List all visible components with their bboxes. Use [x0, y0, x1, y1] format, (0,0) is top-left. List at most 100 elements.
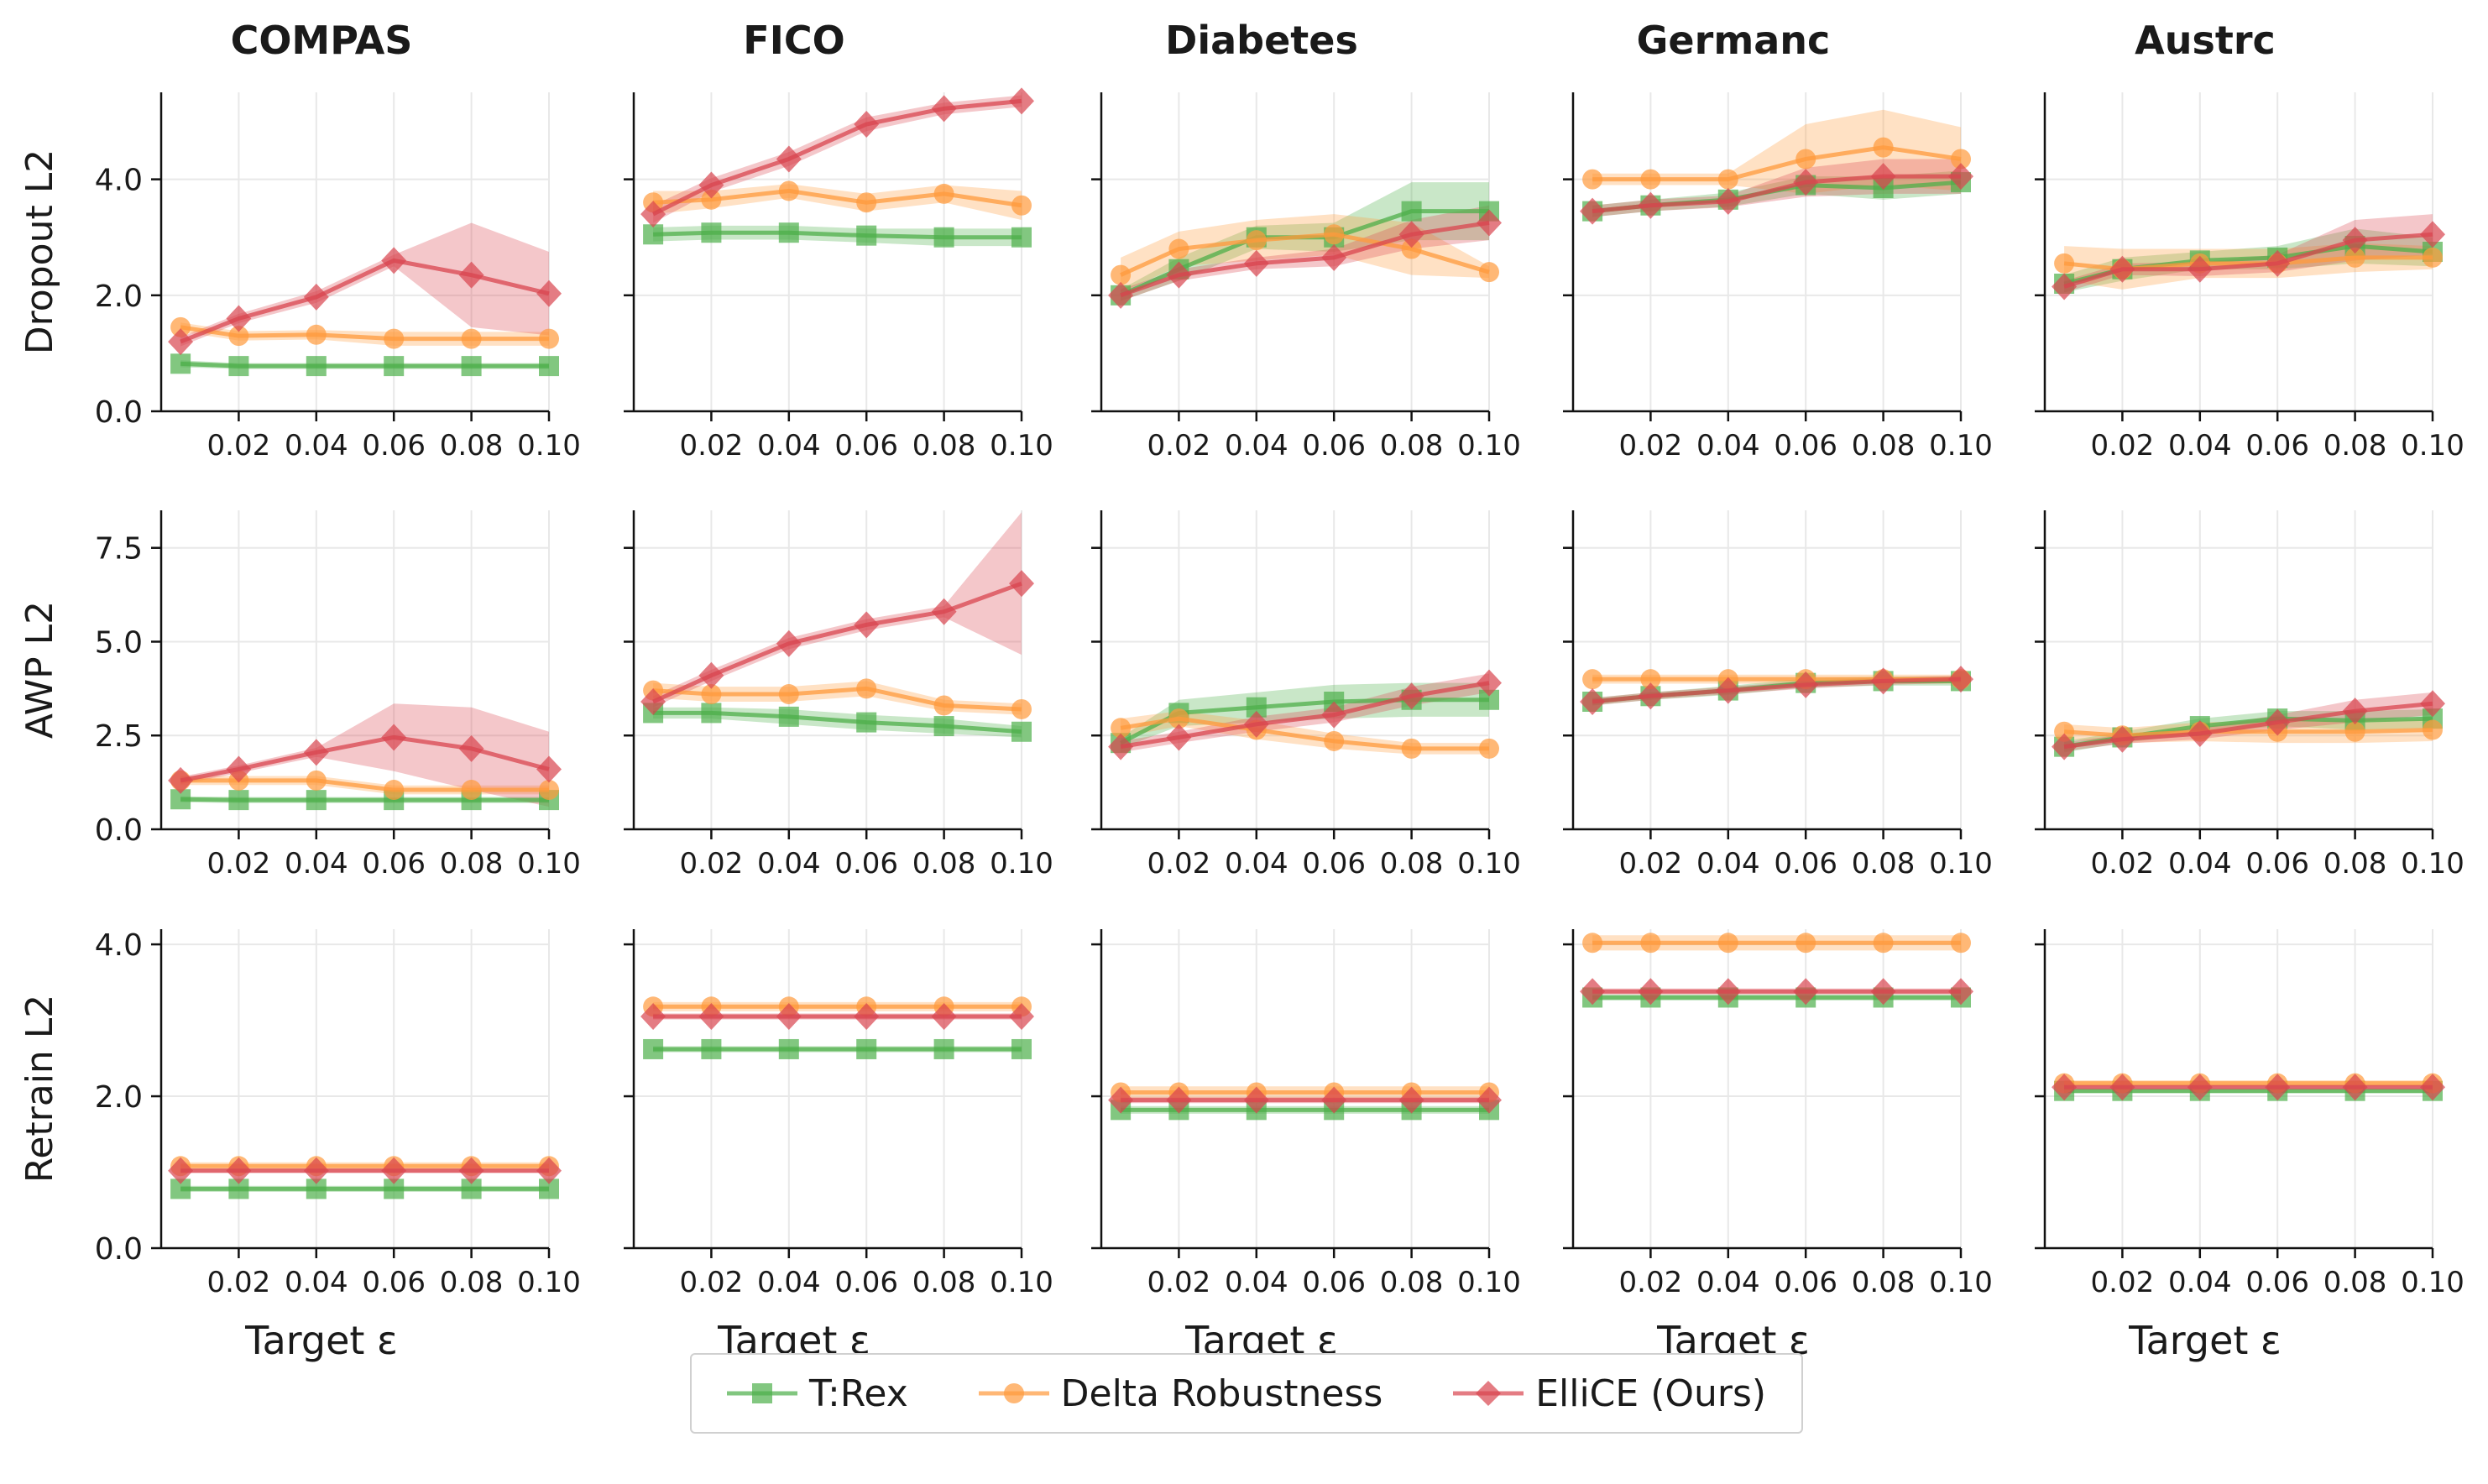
x-tick-label: 0.02 — [1147, 847, 1211, 880]
ellice-point — [1638, 682, 1664, 710]
delta-point — [778, 684, 799, 705]
y-tick-label: 0.0 — [95, 1232, 143, 1267]
delta-point — [1717, 933, 1738, 954]
trex-point — [933, 716, 954, 737]
delta-point — [2423, 719, 2443, 740]
delta-point — [1640, 669, 1661, 690]
x-tick-label: 0.02 — [207, 847, 271, 880]
delta-point — [1795, 933, 1816, 954]
x-tick-label: 0.04 — [757, 847, 821, 880]
ellice-point — [2420, 690, 2445, 718]
ellice-point — [698, 171, 724, 199]
ellice-point — [168, 1157, 194, 1184]
delta-point — [2054, 253, 2075, 274]
x-tick-label: 0.10 — [517, 847, 581, 880]
x-tick-label: 0.02 — [207, 429, 271, 462]
ellice-point — [1398, 1086, 1424, 1114]
x-tick-label: 0.02 — [1147, 429, 1211, 462]
ellice-line — [1120, 220, 1490, 298]
x-tick-label: 0.04 — [1225, 429, 1288, 462]
trex-point — [1011, 721, 1032, 742]
ellice-point — [1715, 187, 1741, 215]
y-tick-label: 2.0 — [95, 280, 143, 314]
trex-point — [856, 225, 877, 246]
ellice-band — [180, 703, 549, 807]
delta-point — [1640, 933, 1661, 954]
x-tick-label: 0.02 — [2091, 847, 2155, 880]
delta-point — [384, 780, 405, 801]
panel-fico-2: 0.02 0.04 0.06 0.08 0.10 — [624, 510, 1053, 880]
ellice-point — [1321, 701, 1347, 729]
x-tick-label: 0.04 — [757, 1266, 821, 1299]
x-tick-label: 0.06 — [362, 1266, 426, 1299]
delta-point — [539, 328, 559, 349]
panel-diabetes-2: 0.02 0.04 0.06 0.08 0.10 — [1091, 510, 1521, 880]
ellice-point — [536, 280, 562, 307]
trex-point — [461, 356, 482, 377]
x-tick-label: 0.04 — [1696, 847, 1760, 880]
x-tick-label: 0.06 — [2245, 847, 2309, 880]
trex-point — [933, 1038, 954, 1059]
ellice-point — [776, 630, 802, 657]
panel-fico-1: 0.02 0.04 0.06 0.08 0.10 FICO — [624, 18, 1053, 462]
ellice-point — [854, 1003, 880, 1031]
trex-point — [856, 1038, 877, 1059]
y-tick-label: 5.0 — [95, 625, 143, 660]
trex-point — [701, 1038, 722, 1059]
x-tick-label: 0.04 — [285, 847, 348, 880]
delta-point — [1873, 137, 1894, 158]
trex-point — [1401, 201, 1422, 222]
ellice-point — [1009, 1003, 1034, 1031]
x-tick-label: 0.06 — [1774, 847, 1837, 880]
x-tick-label: 0.08 — [912, 1266, 976, 1299]
ellice-point — [2109, 255, 2135, 283]
x-axis-label: Target ε — [244, 1318, 398, 1363]
x-tick-label: 0.04 — [285, 429, 348, 462]
panel-austrc-2: 0.02 0.04 0.06 0.08 0.10 — [2035, 510, 2464, 880]
ellice-point — [1398, 221, 1424, 248]
y-tick-label: 0.0 — [95, 813, 143, 848]
x-tick-label: 0.08 — [1852, 429, 1916, 462]
delta-point — [856, 678, 877, 699]
y-axis-label: Retrain L2 — [18, 995, 61, 1184]
ellice-point — [381, 247, 407, 274]
ellice-band — [2064, 214, 2433, 293]
delta-point — [384, 328, 405, 349]
ellice-point — [1870, 667, 1896, 695]
x-tick-label: 0.06 — [362, 847, 426, 880]
delta-point — [1401, 738, 1422, 759]
ellice-point — [458, 1157, 484, 1184]
ellice-line — [651, 98, 1022, 217]
delta-point — [1582, 669, 1603, 690]
x-tick-label: 0.10 — [990, 847, 1053, 880]
delta-point — [1795, 149, 1816, 170]
ellice-point — [303, 1157, 329, 1184]
x-tick-label: 0.10 — [1457, 429, 1521, 462]
trex-point — [643, 1038, 664, 1059]
ellice-point — [1715, 978, 1741, 1006]
delta-point — [701, 684, 722, 705]
ellice-point — [1477, 1086, 1502, 1114]
delta-point — [1479, 738, 1499, 759]
trex-point — [643, 224, 664, 245]
ellice-point — [1948, 163, 1973, 191]
x-tick-label: 0.04 — [285, 1266, 348, 1299]
ellice-point — [536, 755, 562, 783]
trex-point — [228, 790, 249, 811]
ellice-point — [1580, 688, 1606, 715]
legend-item-trex: T:Rex — [726, 1372, 908, 1415]
column-title: Germanc — [1637, 18, 1831, 63]
legend-marker-trex — [726, 1383, 797, 1403]
x-tick-label: 0.04 — [757, 429, 821, 462]
ellice-point — [2420, 221, 2445, 248]
ellice-point — [458, 261, 484, 289]
y-tick-label: 4.0 — [95, 928, 143, 963]
trex-point — [778, 706, 799, 727]
ellice-point — [1870, 163, 1896, 191]
delta-point — [2054, 721, 2075, 742]
column-title: COMPAS — [231, 18, 413, 63]
x-tick-label: 0.08 — [440, 1266, 504, 1299]
delta-point — [933, 695, 954, 716]
